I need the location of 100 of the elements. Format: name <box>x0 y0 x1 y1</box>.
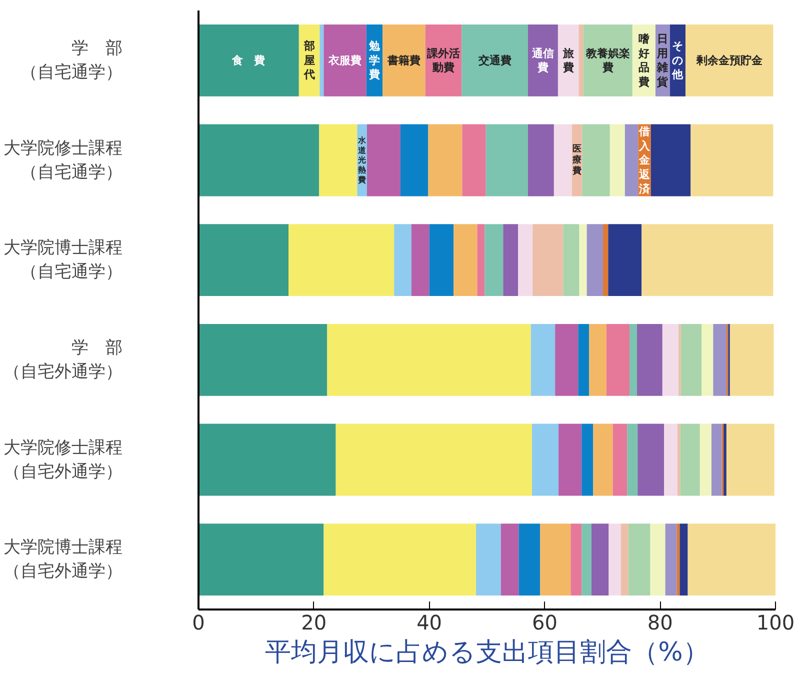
bar <box>612 424 628 496</box>
bar <box>593 424 613 496</box>
bar <box>518 224 533 296</box>
bar <box>642 224 774 296</box>
bar <box>382 24 426 96</box>
series-label: 剰余金預貯金 <box>695 54 764 67</box>
bar <box>726 424 774 496</box>
bar <box>579 224 587 296</box>
bar <box>630 324 638 396</box>
bar <box>324 24 366 96</box>
bar <box>477 224 485 296</box>
series-label: 衣服費 <box>328 54 362 67</box>
bar <box>586 224 603 296</box>
bar <box>554 124 572 196</box>
bar <box>680 324 702 396</box>
x-tick-label: 0 <box>192 610 205 634</box>
x-tick-label: 60 <box>532 610 558 634</box>
series-label: 嗜好品費 <box>637 32 650 88</box>
bar <box>518 524 540 596</box>
series-label: 医療費 <box>572 143 582 176</box>
bar <box>429 224 454 296</box>
bar <box>327 324 531 396</box>
bar <box>578 324 590 396</box>
bar <box>700 424 712 496</box>
bar <box>680 424 700 496</box>
bar <box>608 224 642 296</box>
bar <box>288 224 394 296</box>
series-label: 勉学費 <box>368 40 381 82</box>
bar <box>608 524 621 596</box>
bar <box>462 24 528 96</box>
series-label: その他 <box>671 40 684 82</box>
bar <box>582 124 610 196</box>
bar <box>628 524 650 596</box>
bar <box>662 324 679 396</box>
x-axis-title: 平均月収に占める支出項目割合（%） <box>265 638 709 668</box>
y-tick-label: 学 部（自宅通学） <box>20 38 122 82</box>
bar <box>530 324 556 396</box>
bar <box>198 424 336 496</box>
bar <box>578 24 584 96</box>
bar <box>702 324 714 396</box>
bar <box>591 524 609 596</box>
x-tick-label: 100 <box>756 610 795 634</box>
bar <box>606 324 630 396</box>
series-label: 水道光熱費 <box>357 136 368 185</box>
bar <box>503 224 518 296</box>
bar <box>476 524 501 596</box>
x-tick-label: 40 <box>416 610 442 634</box>
bar <box>637 324 662 396</box>
bar <box>724 424 726 496</box>
bar <box>602 224 608 296</box>
bar <box>336 424 532 496</box>
bar <box>627 424 638 496</box>
y-tick-label: 大学院修士課程（自宅通学） <box>4 138 122 182</box>
bar <box>711 424 722 496</box>
bar <box>198 324 328 396</box>
x-tick-label: 80 <box>647 610 673 634</box>
series-label: 書籍費 <box>386 54 420 67</box>
bar <box>540 524 571 596</box>
bar <box>650 124 691 196</box>
bar <box>713 324 726 396</box>
y-tick-label: 学 部（自宅外通学） <box>4 338 122 382</box>
series-label: 食 費 <box>231 54 266 67</box>
bar <box>558 424 582 496</box>
series-label: 交通費 <box>477 54 512 67</box>
series-label: 部屋代 <box>302 40 315 82</box>
bar <box>320 24 324 96</box>
bar <box>198 24 299 96</box>
bar <box>319 124 358 196</box>
x-tick-label: 20 <box>301 610 327 634</box>
bar <box>394 224 412 296</box>
bar <box>198 524 324 596</box>
bar <box>366 124 400 196</box>
bar <box>454 224 478 296</box>
bar <box>532 424 559 496</box>
series-label: 旅費 <box>562 46 575 74</box>
bar <box>198 224 289 296</box>
bar <box>677 424 680 496</box>
bar <box>570 524 582 596</box>
bar <box>680 524 688 596</box>
bar <box>665 524 677 596</box>
bar <box>688 524 776 596</box>
bar <box>638 424 664 496</box>
bar <box>620 524 628 596</box>
series-label: 教養娯楽費 <box>584 46 630 74</box>
bar <box>690 124 774 196</box>
bar <box>555 324 578 396</box>
series-label: 借入金返済 <box>638 125 652 196</box>
bar <box>582 524 592 596</box>
series-label: 課外活動費 <box>426 46 460 74</box>
bar <box>428 124 462 196</box>
bar <box>198 124 320 196</box>
bar <box>462 124 486 196</box>
bar <box>324 524 476 596</box>
y-tick-label: 大学院博士課程（自宅通学） <box>4 238 122 282</box>
bar <box>486 124 528 196</box>
bar <box>650 524 666 596</box>
bar <box>624 124 638 196</box>
bar <box>589 324 606 396</box>
bar <box>400 124 428 196</box>
bar <box>532 224 564 296</box>
